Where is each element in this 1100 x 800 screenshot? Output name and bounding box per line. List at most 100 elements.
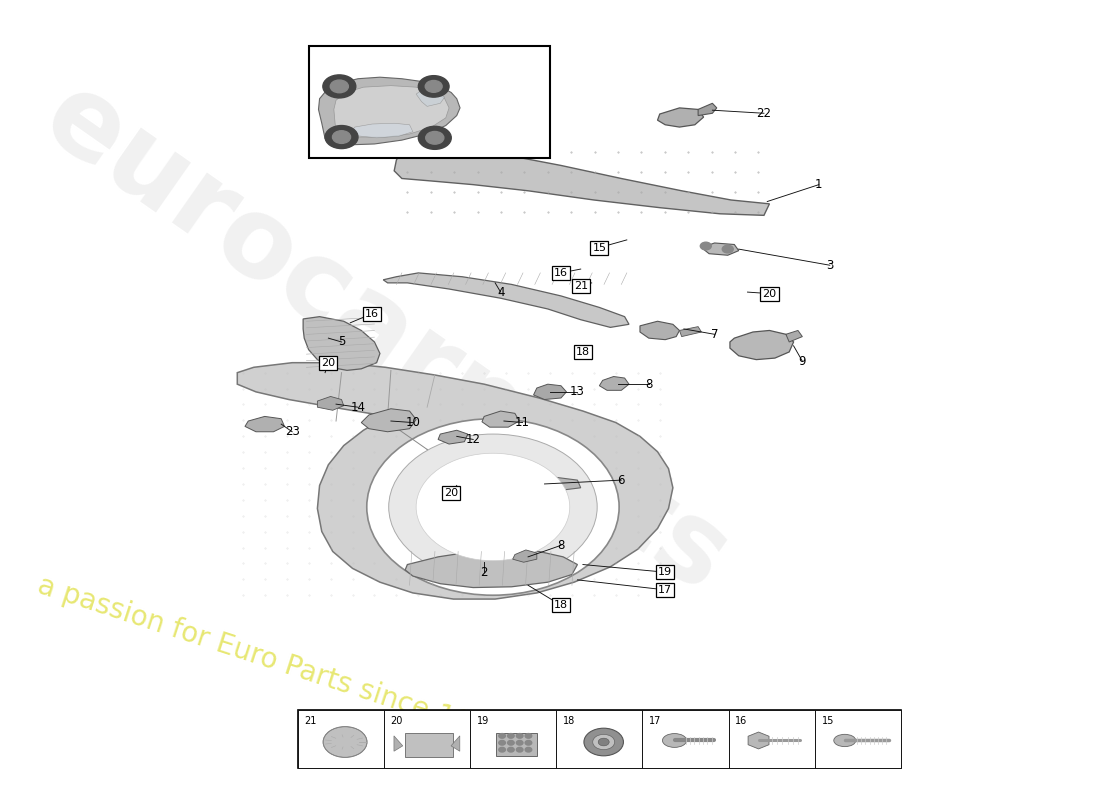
Text: a passion for Euro Parts since 1985: a passion for Euro Parts since 1985 [34, 571, 508, 750]
Polygon shape [640, 322, 680, 340]
Polygon shape [702, 243, 739, 255]
Bar [642, 710, 728, 768]
Bar [384, 710, 470, 768]
Polygon shape [600, 377, 629, 390]
Circle shape [426, 81, 442, 92]
Circle shape [525, 747, 531, 752]
Text: 12: 12 [465, 433, 481, 446]
Polygon shape [785, 330, 802, 342]
Circle shape [507, 747, 514, 752]
Circle shape [498, 741, 505, 745]
Text: 18: 18 [554, 600, 568, 610]
Polygon shape [730, 330, 793, 360]
Text: 9: 9 [799, 354, 806, 368]
Circle shape [498, 747, 505, 752]
Circle shape [525, 734, 531, 738]
Circle shape [326, 126, 358, 149]
Circle shape [366, 418, 619, 595]
Bar [298, 710, 384, 768]
Text: 22: 22 [757, 106, 771, 120]
Text: 8: 8 [558, 539, 564, 552]
FancyBboxPatch shape [405, 733, 453, 758]
Text: 14: 14 [351, 401, 365, 414]
Bar [298, 710, 901, 768]
Polygon shape [438, 430, 468, 444]
Circle shape [516, 734, 522, 738]
Text: 6: 6 [617, 474, 625, 486]
Polygon shape [238, 362, 673, 599]
Text: 15: 15 [822, 717, 834, 726]
Polygon shape [698, 103, 717, 115]
Text: 20: 20 [321, 358, 336, 369]
Text: 20: 20 [390, 717, 403, 726]
Text: 10: 10 [406, 416, 420, 429]
Circle shape [701, 242, 712, 250]
Circle shape [516, 747, 522, 752]
Text: eurocarparts: eurocarparts [23, 62, 748, 614]
Polygon shape [361, 409, 416, 432]
Text: 17: 17 [658, 585, 672, 595]
Circle shape [418, 76, 449, 97]
Polygon shape [394, 148, 769, 215]
Polygon shape [333, 86, 449, 137]
Bar [815, 710, 901, 768]
Text: 19: 19 [476, 717, 488, 726]
Text: 4: 4 [497, 286, 505, 298]
Text: 21: 21 [574, 281, 587, 291]
Polygon shape [658, 108, 704, 127]
Polygon shape [451, 736, 460, 751]
Text: 18: 18 [576, 347, 590, 357]
Text: 17: 17 [649, 717, 661, 726]
Bar [495, 733, 537, 756]
Text: 2: 2 [481, 566, 488, 578]
Polygon shape [416, 90, 444, 106]
Circle shape [426, 131, 443, 144]
Bar [470, 710, 557, 768]
Circle shape [516, 741, 522, 745]
Text: 16: 16 [365, 309, 380, 318]
Bar [557, 710, 642, 768]
Circle shape [323, 75, 355, 98]
Text: 15: 15 [593, 242, 606, 253]
Ellipse shape [834, 734, 856, 746]
Circle shape [332, 130, 351, 143]
Text: 20: 20 [762, 289, 777, 298]
Circle shape [598, 738, 609, 746]
Bar [728, 710, 815, 768]
Polygon shape [405, 549, 578, 587]
Circle shape [388, 434, 597, 580]
Text: 16: 16 [554, 268, 568, 278]
Circle shape [507, 734, 514, 738]
Text: 1: 1 [815, 178, 823, 191]
Text: 8: 8 [645, 378, 652, 390]
Circle shape [418, 126, 451, 150]
Circle shape [723, 246, 734, 253]
Text: 23: 23 [285, 426, 299, 438]
Text: 7: 7 [711, 328, 718, 341]
Circle shape [525, 741, 531, 745]
Polygon shape [680, 326, 702, 337]
Polygon shape [319, 77, 460, 145]
Text: 13: 13 [570, 386, 585, 398]
Text: 11: 11 [515, 416, 530, 429]
Circle shape [507, 741, 514, 745]
Polygon shape [304, 317, 380, 370]
Ellipse shape [662, 734, 686, 747]
Circle shape [593, 734, 615, 750]
Text: 20: 20 [444, 488, 459, 498]
Circle shape [498, 734, 505, 738]
Text: 18: 18 [563, 717, 575, 726]
Circle shape [584, 728, 624, 756]
Bar [309, 46, 550, 158]
Polygon shape [383, 273, 629, 327]
Text: 19: 19 [658, 567, 672, 578]
Text: 16: 16 [735, 717, 748, 726]
Polygon shape [534, 384, 566, 399]
Circle shape [323, 726, 367, 758]
Text: 5: 5 [338, 335, 345, 349]
Circle shape [416, 454, 570, 561]
Polygon shape [318, 397, 343, 410]
Circle shape [330, 80, 349, 93]
Polygon shape [245, 417, 285, 432]
Polygon shape [394, 736, 403, 751]
